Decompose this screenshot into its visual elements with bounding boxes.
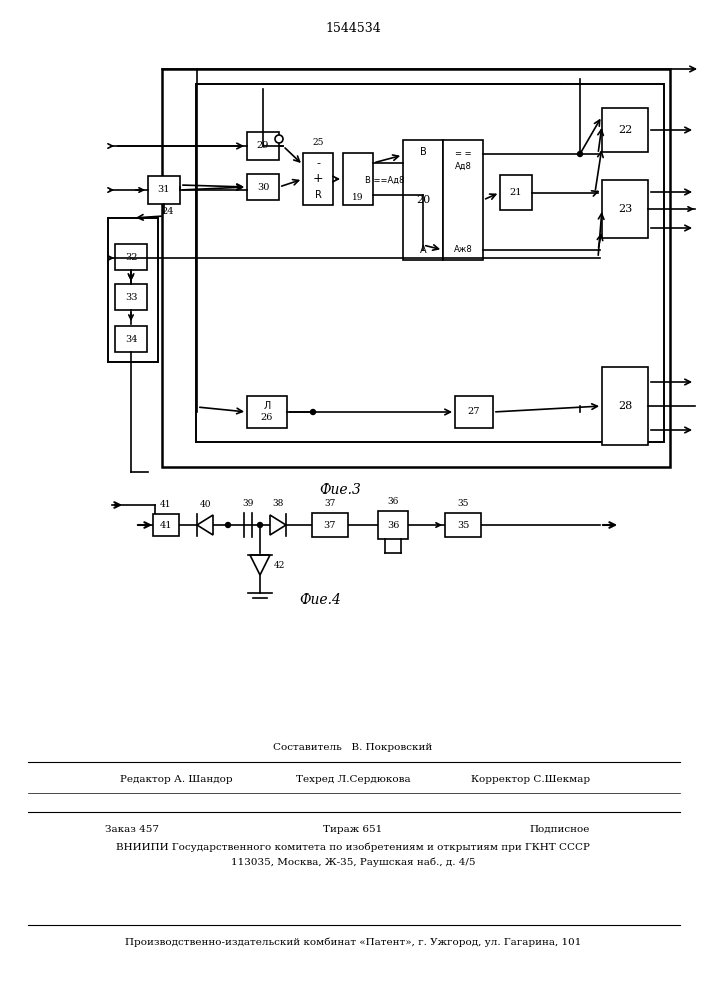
Text: 21: 21 bbox=[510, 188, 522, 197]
Bar bbox=[343, 153, 373, 205]
Bar bbox=[443, 140, 483, 260]
Bar bbox=[148, 176, 180, 204]
Text: 29: 29 bbox=[257, 141, 269, 150]
Text: 36: 36 bbox=[387, 520, 399, 530]
Text: 40: 40 bbox=[199, 500, 211, 509]
Text: Редактор А. Шандор: Редактор А. Шандор bbox=[120, 776, 233, 784]
Text: 34: 34 bbox=[124, 334, 137, 344]
Text: B ==Ад8: B ==Ад8 bbox=[366, 176, 404, 184]
Bar bbox=[378, 511, 408, 539]
Text: 30: 30 bbox=[257, 182, 269, 192]
Text: 37: 37 bbox=[325, 499, 336, 508]
Text: 113035, Москва, Ж-35, Раушская наб., д. 4/5: 113035, Москва, Ж-35, Раушская наб., д. … bbox=[230, 857, 475, 867]
Text: 23: 23 bbox=[618, 204, 632, 214]
Text: ВНИИПИ Государственного комитета по изобретениям и открытиям при ГКНТ СССР: ВНИИПИ Государственного комитета по изоб… bbox=[116, 842, 590, 852]
Text: -: - bbox=[316, 158, 320, 168]
Text: 36: 36 bbox=[387, 497, 399, 506]
Text: 35: 35 bbox=[457, 520, 469, 530]
Polygon shape bbox=[270, 515, 286, 535]
Text: 28: 28 bbox=[618, 401, 632, 411]
Bar bbox=[602, 180, 648, 238]
Text: +: + bbox=[312, 172, 323, 186]
Text: 1544534: 1544534 bbox=[325, 21, 381, 34]
Circle shape bbox=[257, 522, 262, 528]
Text: 20: 20 bbox=[416, 195, 430, 205]
Text: Л: Л bbox=[264, 401, 271, 411]
Circle shape bbox=[275, 135, 283, 143]
Text: = =: = = bbox=[455, 149, 472, 158]
Text: B: B bbox=[420, 147, 426, 157]
Text: Фие.4: Фие.4 bbox=[299, 593, 341, 607]
Text: 25: 25 bbox=[312, 138, 324, 147]
Text: 24: 24 bbox=[161, 207, 173, 216]
Text: Составитель   В. Покровский: Составитель В. Покровский bbox=[274, 744, 433, 752]
Polygon shape bbox=[197, 515, 213, 535]
Circle shape bbox=[578, 151, 583, 156]
Text: Тираж 651: Тираж 651 bbox=[323, 824, 382, 834]
Bar bbox=[115, 284, 147, 310]
Bar bbox=[247, 174, 279, 200]
Text: 27: 27 bbox=[468, 408, 480, 416]
Text: 31: 31 bbox=[158, 186, 170, 194]
Text: Ад8: Ад8 bbox=[455, 161, 472, 170]
Bar bbox=[602, 367, 648, 445]
Bar bbox=[115, 326, 147, 352]
Bar bbox=[108, 218, 158, 362]
Bar bbox=[162, 69, 670, 467]
Text: R: R bbox=[315, 190, 322, 200]
Bar bbox=[403, 140, 443, 260]
Text: Подписное: Подписное bbox=[530, 824, 590, 834]
Text: A: A bbox=[420, 245, 426, 255]
Text: 22: 22 bbox=[618, 125, 632, 135]
Bar bbox=[247, 132, 279, 160]
Bar bbox=[602, 108, 648, 152]
Bar bbox=[445, 513, 481, 537]
Text: 26: 26 bbox=[261, 414, 273, 422]
Bar bbox=[115, 244, 147, 270]
Bar bbox=[196, 84, 664, 442]
Text: Производственно-издательский комбинат «Патент», г. Ужгород, ул. Гагарина, 101: Производственно-издательский комбинат «П… bbox=[125, 937, 581, 947]
Text: 35: 35 bbox=[457, 499, 469, 508]
Text: 33: 33 bbox=[124, 292, 137, 302]
Bar bbox=[247, 396, 287, 428]
Text: 41: 41 bbox=[160, 500, 172, 509]
Bar bbox=[500, 175, 532, 210]
Text: 42: 42 bbox=[274, 560, 286, 570]
Text: 32: 32 bbox=[124, 252, 137, 261]
Bar bbox=[153, 514, 179, 536]
Text: Аж8: Аж8 bbox=[454, 245, 472, 254]
Polygon shape bbox=[250, 555, 270, 575]
Bar bbox=[312, 513, 348, 537]
Text: 37: 37 bbox=[324, 520, 337, 530]
Text: 19: 19 bbox=[352, 192, 363, 202]
Text: 38: 38 bbox=[272, 499, 284, 508]
Text: Корректор С.Шекмар: Корректор С.Шекмар bbox=[471, 776, 590, 784]
Text: Фие.3: Фие.3 bbox=[319, 483, 361, 497]
Text: 41: 41 bbox=[160, 520, 173, 530]
Text: Техред Л.Сердюкова: Техред Л.Сердюкова bbox=[296, 776, 410, 784]
Circle shape bbox=[226, 522, 230, 528]
Bar bbox=[455, 396, 493, 428]
Text: 39: 39 bbox=[243, 499, 254, 508]
Text: Заказ 457: Заказ 457 bbox=[105, 824, 159, 834]
Circle shape bbox=[310, 410, 315, 414]
Bar bbox=[303, 153, 333, 205]
